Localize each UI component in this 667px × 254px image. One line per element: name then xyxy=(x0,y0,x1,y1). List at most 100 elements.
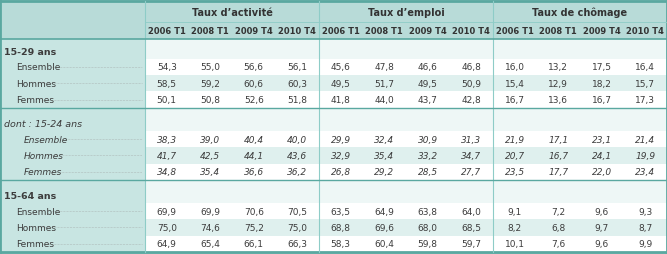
Text: Taux d’emploi: Taux d’emploi xyxy=(368,8,444,18)
Text: Hommes: Hommes xyxy=(16,80,56,88)
Text: Ensemble: Ensemble xyxy=(24,135,68,144)
Bar xyxy=(145,180,667,188)
Bar xyxy=(145,40,667,44)
Text: 51,7: 51,7 xyxy=(374,80,394,88)
Text: 60,4: 60,4 xyxy=(374,239,394,248)
Text: 16,0: 16,0 xyxy=(505,63,525,72)
Bar xyxy=(0,2,145,23)
Text: Hommes: Hommes xyxy=(16,223,56,232)
Text: 58,5: 58,5 xyxy=(157,80,177,88)
Text: 59,8: 59,8 xyxy=(418,239,438,248)
Text: 41,8: 41,8 xyxy=(331,96,351,105)
Bar xyxy=(0,40,145,44)
Bar xyxy=(145,59,667,76)
Bar xyxy=(0,180,145,188)
Text: 7,6: 7,6 xyxy=(551,239,566,248)
Text: 68,5: 68,5 xyxy=(462,223,482,232)
Text: 46,8: 46,8 xyxy=(462,63,481,72)
Text: 65,4: 65,4 xyxy=(200,239,220,248)
Text: 46,6: 46,6 xyxy=(418,63,438,72)
Text: 2008 T1: 2008 T1 xyxy=(366,27,403,36)
Text: 39,0: 39,0 xyxy=(200,135,220,144)
Text: 28,5: 28,5 xyxy=(418,168,438,177)
Text: 8,7: 8,7 xyxy=(638,223,652,232)
Text: 43,6: 43,6 xyxy=(287,151,307,160)
Bar xyxy=(0,203,145,219)
Bar xyxy=(145,164,667,180)
Text: 24,1: 24,1 xyxy=(592,151,612,160)
Text: 40,0: 40,0 xyxy=(287,135,307,144)
Text: 2006 T1: 2006 T1 xyxy=(496,27,534,36)
Text: 9,1: 9,1 xyxy=(508,207,522,216)
Bar xyxy=(145,92,667,108)
Text: 68,0: 68,0 xyxy=(418,223,438,232)
Text: 23,1: 23,1 xyxy=(592,135,612,144)
Text: 16,7: 16,7 xyxy=(505,96,525,105)
Text: 51,8: 51,8 xyxy=(287,96,307,105)
Text: 40,4: 40,4 xyxy=(243,135,264,144)
Text: 2006 T1: 2006 T1 xyxy=(321,27,360,36)
Text: 18,2: 18,2 xyxy=(592,80,612,88)
Text: 8,2: 8,2 xyxy=(508,223,522,232)
Text: 12,9: 12,9 xyxy=(548,80,568,88)
Text: 9,9: 9,9 xyxy=(638,239,652,248)
Text: 9,7: 9,7 xyxy=(594,223,609,232)
Text: 49,5: 49,5 xyxy=(418,80,438,88)
Text: 43,7: 43,7 xyxy=(418,96,438,105)
Text: 64,9: 64,9 xyxy=(374,207,394,216)
Text: dont : 15-24 ans: dont : 15-24 ans xyxy=(4,119,82,128)
Text: 32,9: 32,9 xyxy=(331,151,351,160)
Text: 2009 T4: 2009 T4 xyxy=(235,27,273,36)
Text: 2008 T1: 2008 T1 xyxy=(191,27,229,36)
Text: Femmes: Femmes xyxy=(16,239,54,248)
Text: Femmes: Femmes xyxy=(24,168,63,177)
Text: 2010 T4: 2010 T4 xyxy=(626,27,664,36)
Text: 2009 T4: 2009 T4 xyxy=(583,27,620,36)
Text: 23,4: 23,4 xyxy=(635,168,655,177)
Text: 13,2: 13,2 xyxy=(548,63,568,72)
Text: 66,3: 66,3 xyxy=(287,239,307,248)
Text: 21,4: 21,4 xyxy=(635,135,655,144)
Text: 17,3: 17,3 xyxy=(635,96,655,105)
Text: 38,3: 38,3 xyxy=(157,135,177,144)
Bar xyxy=(145,131,667,148)
Text: Ensemble: Ensemble xyxy=(16,207,61,216)
Text: 2009 T4: 2009 T4 xyxy=(409,27,447,36)
Text: 6,8: 6,8 xyxy=(551,223,566,232)
Text: 58,3: 58,3 xyxy=(331,239,351,248)
Text: 17,7: 17,7 xyxy=(548,168,568,177)
Text: 60,6: 60,6 xyxy=(243,80,263,88)
Text: 26,8: 26,8 xyxy=(331,168,351,177)
Text: 49,5: 49,5 xyxy=(331,80,351,88)
Bar xyxy=(145,2,667,23)
Bar xyxy=(145,188,667,203)
Text: 29,2: 29,2 xyxy=(374,168,394,177)
Text: 2010 T4: 2010 T4 xyxy=(278,27,316,36)
Text: 41,7: 41,7 xyxy=(157,151,177,160)
Text: 45,6: 45,6 xyxy=(331,63,351,72)
Text: 44,0: 44,0 xyxy=(374,96,394,105)
Text: 59,2: 59,2 xyxy=(200,80,220,88)
Bar xyxy=(145,203,667,219)
Text: 56,1: 56,1 xyxy=(287,63,307,72)
Bar xyxy=(145,236,667,252)
Bar xyxy=(145,108,667,116)
Text: 9,6: 9,6 xyxy=(594,207,609,216)
Text: 15-64 ans: 15-64 ans xyxy=(4,191,56,200)
Bar xyxy=(145,44,667,59)
Text: 20,7: 20,7 xyxy=(505,151,525,160)
Text: 54,3: 54,3 xyxy=(157,63,177,72)
Bar xyxy=(0,164,145,180)
Text: 60,3: 60,3 xyxy=(287,80,307,88)
Text: 75,0: 75,0 xyxy=(157,223,177,232)
Bar xyxy=(0,219,145,236)
Text: Taux d’activité: Taux d’activité xyxy=(191,8,272,18)
Text: 36,6: 36,6 xyxy=(243,168,264,177)
Text: 7,2: 7,2 xyxy=(551,207,566,216)
Text: 9,6: 9,6 xyxy=(594,239,609,248)
Text: 19,9: 19,9 xyxy=(635,151,655,160)
Text: 64,0: 64,0 xyxy=(462,207,481,216)
Text: Hommes: Hommes xyxy=(24,151,64,160)
Bar xyxy=(0,116,145,131)
Text: 50,1: 50,1 xyxy=(157,96,177,105)
